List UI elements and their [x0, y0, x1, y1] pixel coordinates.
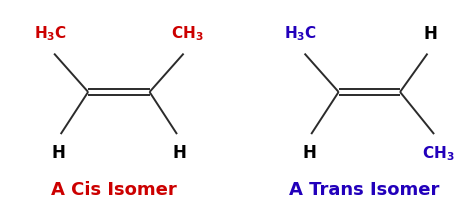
Text: $\mathbf{H}$: $\mathbf{H}$ — [172, 144, 187, 162]
Text: $\mathbf{CH_3}$: $\mathbf{CH_3}$ — [171, 25, 204, 43]
Text: $\mathbf{H_3C}$: $\mathbf{H_3C}$ — [284, 25, 317, 43]
Text: A Trans Isomer: A Trans Isomer — [290, 181, 440, 199]
Text: $\mathbf{CH_3}$: $\mathbf{CH_3}$ — [421, 144, 454, 163]
Text: $\mathbf{H}$: $\mathbf{H}$ — [301, 144, 316, 162]
Text: $\mathbf{H}$: $\mathbf{H}$ — [51, 144, 65, 162]
Text: A Cis Isomer: A Cis Isomer — [51, 181, 177, 199]
Text: $\mathbf{H_3C}$: $\mathbf{H_3C}$ — [34, 25, 67, 43]
Text: $\mathbf{H}$: $\mathbf{H}$ — [423, 25, 437, 43]
